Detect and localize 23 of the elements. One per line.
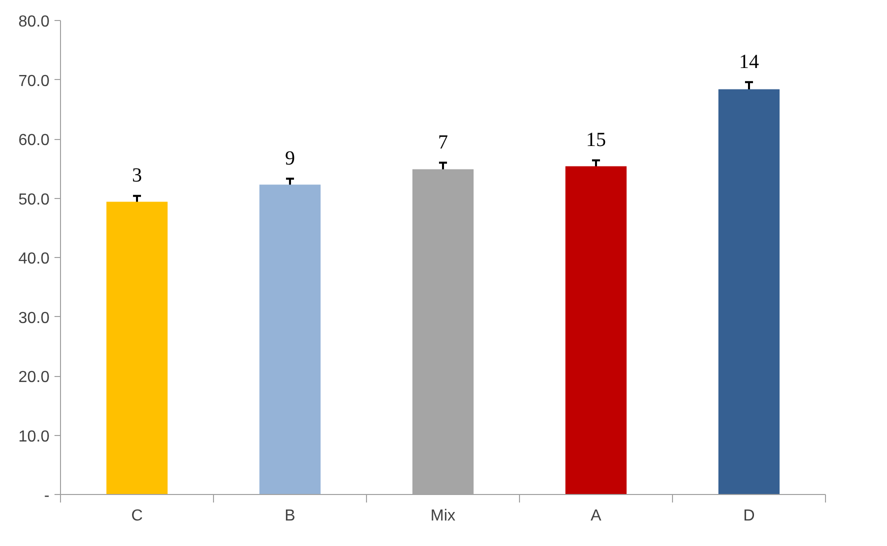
y-tick-label: 30.0 (18, 310, 50, 327)
x-tick-label: C (131, 508, 143, 524)
y-tick-label: 50.0 (18, 191, 50, 208)
y-tick-label: 80.0 (18, 14, 50, 30)
y-tick-label: 40.0 (18, 250, 50, 268)
x-tick-label: B (284, 508, 296, 524)
bar (106, 202, 168, 494)
y-tick-label: 20.0 (18, 369, 50, 386)
annotation: 3 (132, 164, 142, 187)
annotation: 9 (285, 147, 295, 170)
bar (565, 166, 627, 494)
annotation: 7 (438, 131, 448, 154)
x-tick-label: A (590, 508, 602, 524)
y-tick-label: - (44, 488, 50, 504)
x-tick-label: Mix (430, 508, 456, 524)
bar (718, 89, 780, 494)
annotation: 14 (739, 50, 759, 73)
y-tick-label: 70.0 (18, 72, 50, 90)
bar (259, 184, 321, 494)
annotation: 15 (586, 129, 606, 152)
y-tick-label: 10.0 (18, 428, 50, 446)
y-tick-label: 60.0 (18, 132, 50, 149)
x-tick-label: D (743, 508, 755, 524)
